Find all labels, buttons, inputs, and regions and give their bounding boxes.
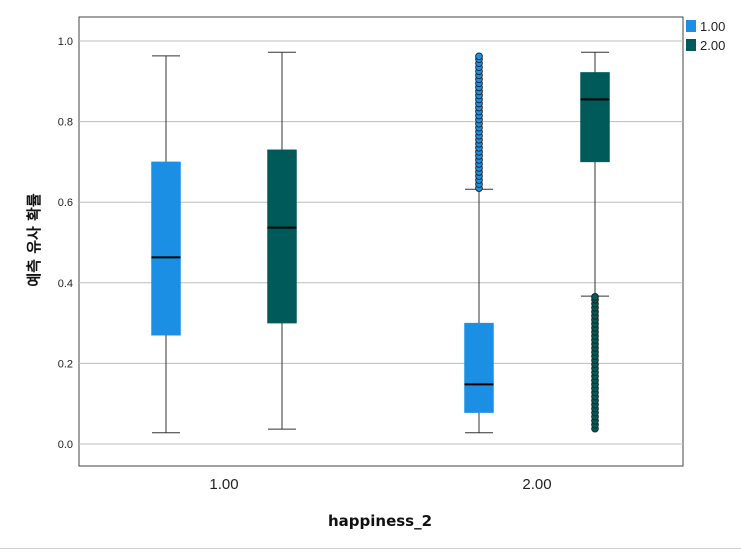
x-category-labels: 1.00 2.00	[209, 476, 551, 493]
box-group	[151, 55, 181, 434]
box-group	[464, 52, 494, 434]
box-group	[267, 51, 297, 430]
legend-swatch	[686, 20, 696, 32]
y-tick-labels: 0.0 0.2 0.4 0.6 0.8 1.0	[58, 36, 73, 451]
outlier-point	[475, 52, 483, 61]
legend-swatch	[686, 39, 696, 51]
y-tick-label: 0.8	[58, 117, 73, 129]
y-axis-title: 예측 유사 확률	[25, 193, 43, 286]
y-tick-label: 0.2	[58, 358, 73, 370]
box	[464, 322, 494, 413]
legend-label: 1.00	[700, 19, 725, 34]
x-category-label: 2.00	[522, 476, 551, 493]
y-tick-label: 0.6	[58, 197, 73, 209]
y-tick-label: 0.4	[58, 278, 73, 290]
outlier-point	[591, 293, 599, 301]
box-group	[580, 51, 610, 433]
boxes	[151, 51, 610, 434]
x-axis-title: happiness_2	[328, 512, 432, 530]
y-tick-label: 1.0	[58, 36, 73, 48]
box	[580, 72, 610, 163]
legend: 1.00 2.00	[686, 19, 725, 53]
y-tick-label: 0.0	[58, 439, 73, 451]
box	[267, 149, 297, 324]
box	[151, 161, 181, 336]
legend-label: 2.00	[700, 38, 725, 53]
x-category-label: 1.00	[209, 476, 238, 493]
bottom-divider	[0, 548, 741, 549]
